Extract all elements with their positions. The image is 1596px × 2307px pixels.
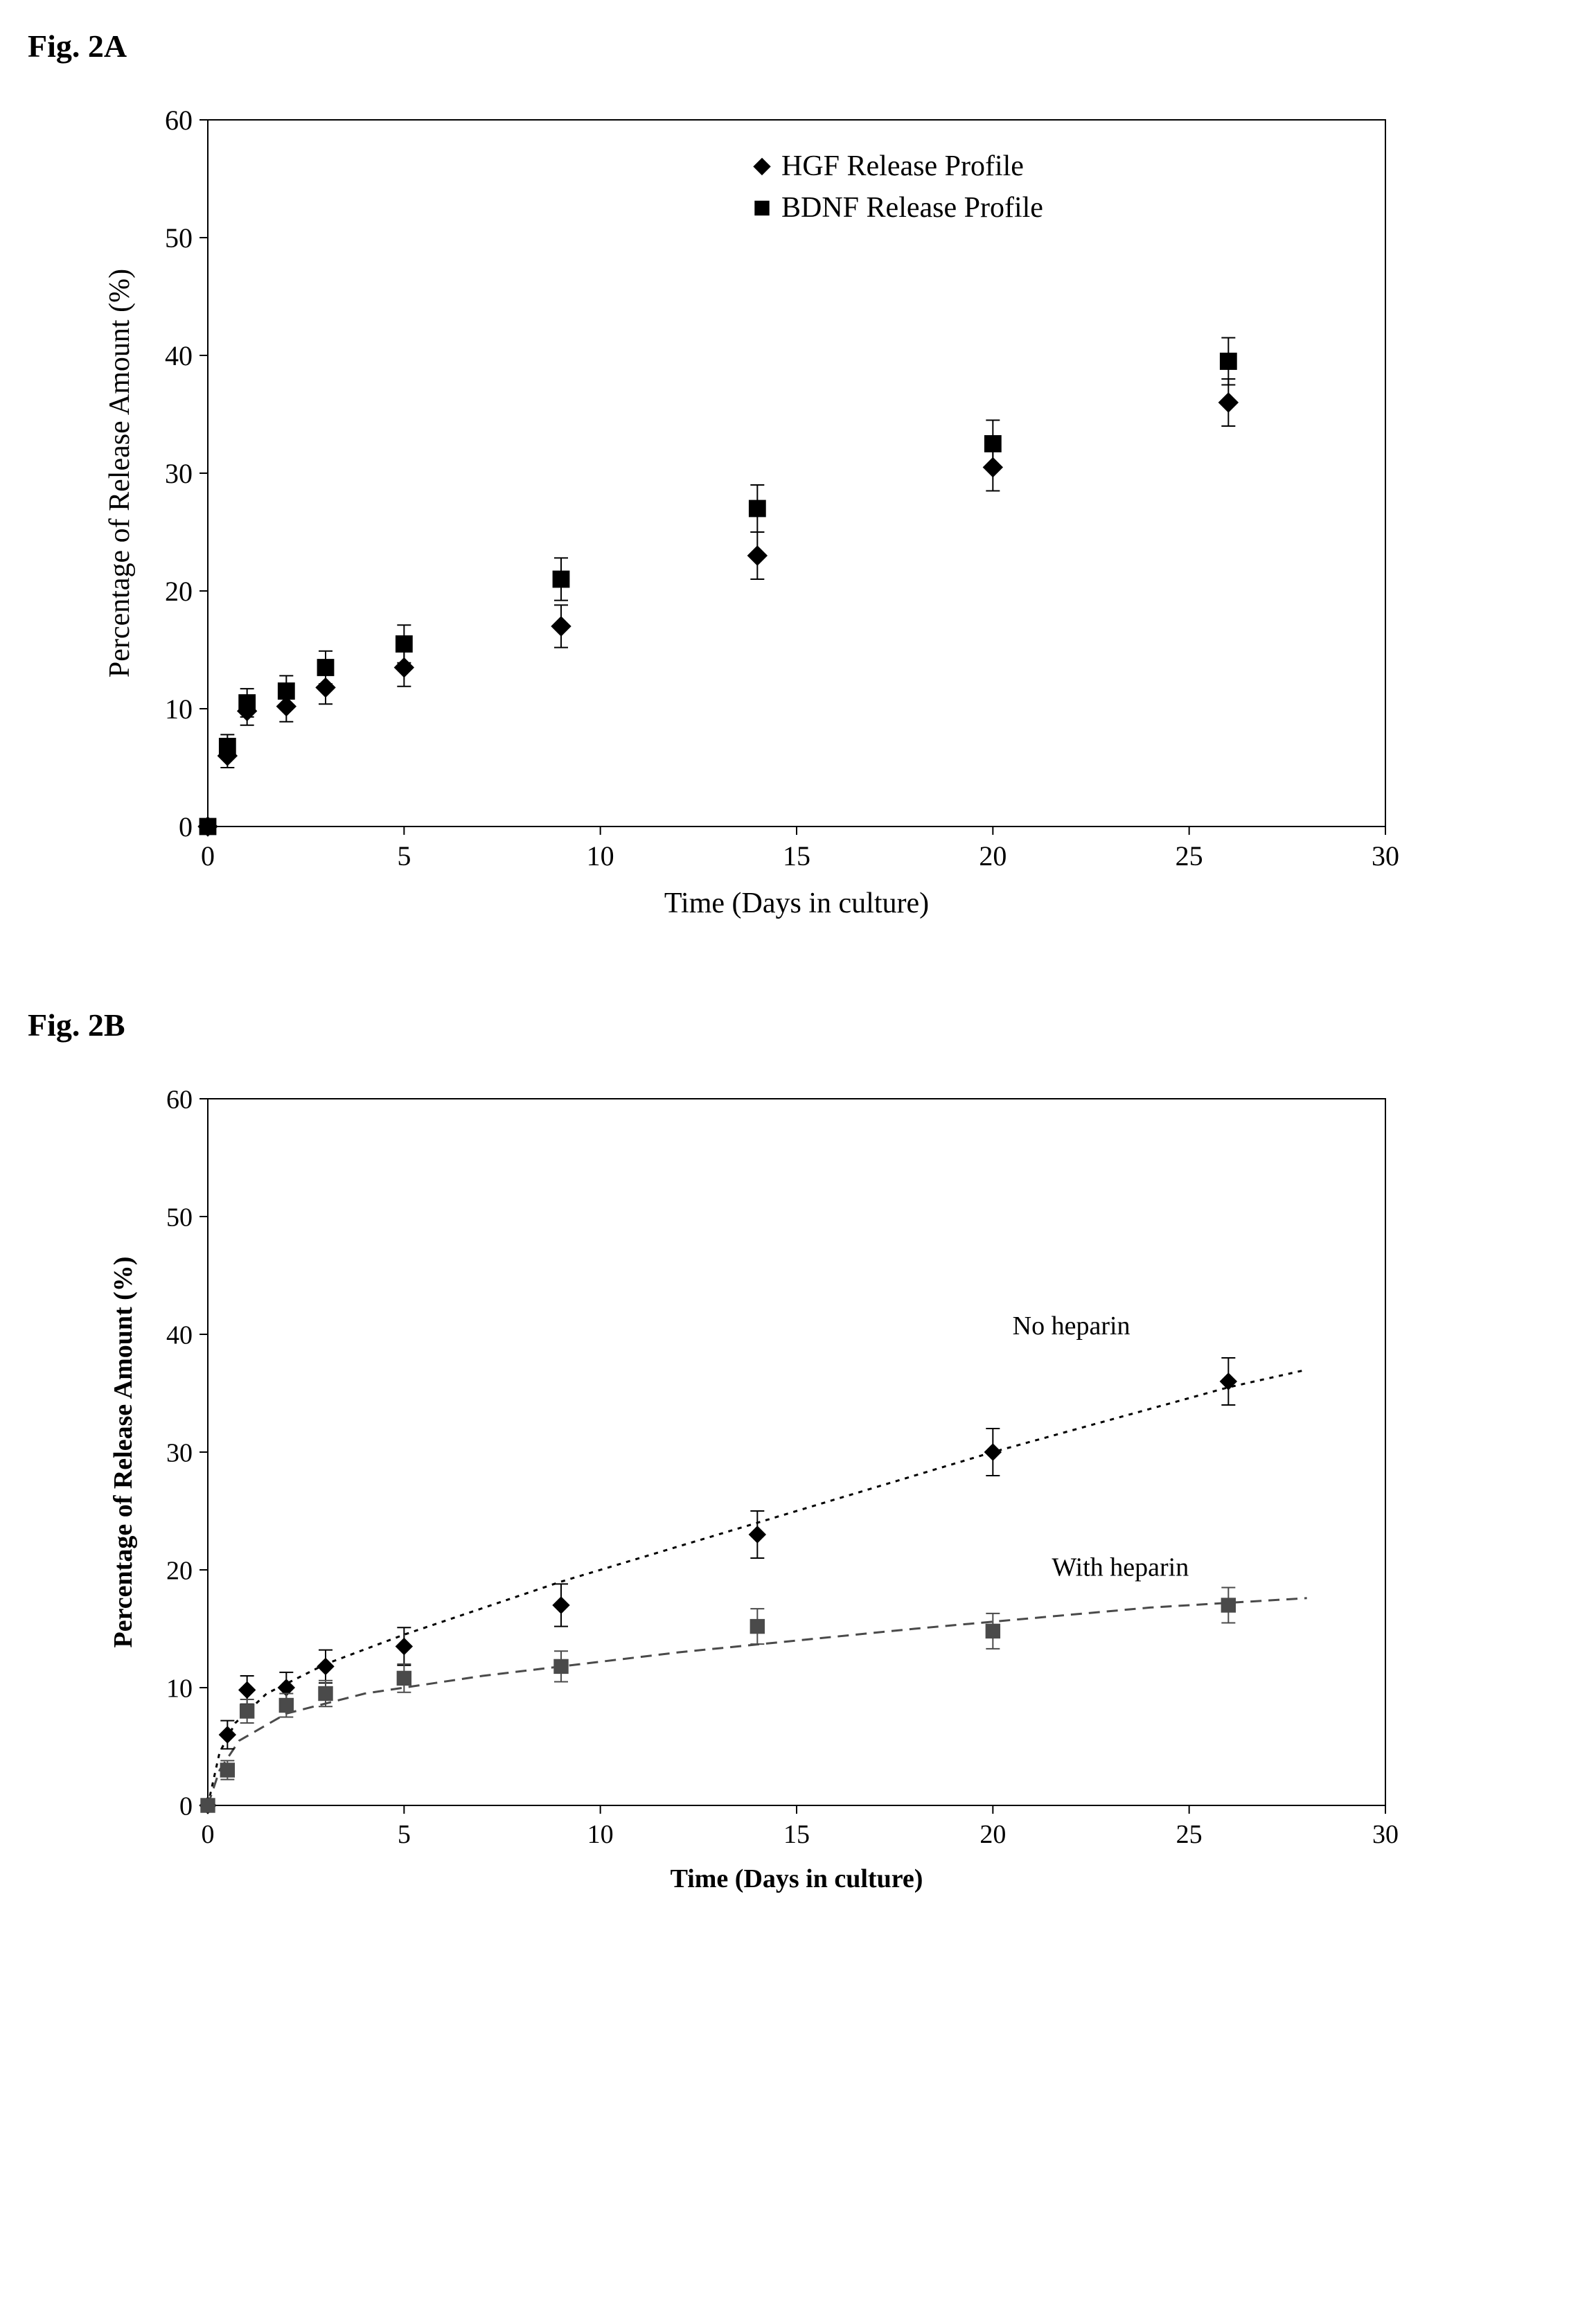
svg-text:30: 30 — [1372, 1820, 1399, 1849]
svg-text:5: 5 — [398, 1820, 411, 1849]
figure-2b-label: Fig. 2B — [28, 1007, 1568, 1043]
svg-text:Percentage of Release Amount (: Percentage of Release Amount (%) — [109, 1257, 138, 1648]
svg-text:10: 10 — [587, 1820, 614, 1849]
svg-text:HGF Release Profile: HGF Release Profile — [781, 150, 1024, 182]
svg-text:60: 60 — [165, 105, 193, 136]
svg-text:40: 40 — [166, 1320, 193, 1350]
svg-text:30: 30 — [1372, 840, 1399, 872]
svg-text:15: 15 — [783, 1820, 810, 1849]
svg-text:15: 15 — [783, 840, 810, 872]
svg-text:0: 0 — [179, 1792, 193, 1821]
svg-text:0: 0 — [201, 840, 215, 872]
svg-text:Time (Days in culture): Time (Days in culture) — [671, 1864, 923, 1893]
svg-text:Percentage of Release Amount (: Percentage of Release Amount (%) — [104, 269, 136, 678]
svg-text:BDNF Release Profile: BDNF Release Profile — [781, 192, 1043, 224]
svg-text:50: 50 — [165, 222, 193, 254]
svg-text:25: 25 — [1176, 1820, 1203, 1849]
svg-text:10: 10 — [166, 1674, 193, 1703]
svg-text:20: 20 — [979, 1820, 1006, 1849]
figure-2a-container: 0 5 10 15 20 25 30 0 10 20 30 40 50 60 Time (Days in c… — [28, 78, 1568, 951]
svg-text:30: 30 — [165, 458, 193, 489]
figure-2a-chart: 0 5 10 15 20 25 30 0 10 20 30 40 50 60 Time (Days in c… — [28, 78, 1413, 951]
svg-text:20: 20 — [165, 576, 193, 607]
svg-text:30: 30 — [166, 1438, 193, 1467]
figure-2a-label: Fig. 2A — [28, 28, 1568, 64]
svg-text:Time (Days in culture): Time (Days in culture) — [664, 887, 929, 919]
svg-text:10: 10 — [165, 693, 193, 725]
svg-text:20: 20 — [979, 840, 1007, 872]
figure-2b-container: 0 5 10 15 20 25 30 0 10 20 30 40 50 60 Time (Days in c… — [28, 1057, 1568, 1930]
svg-text:50: 50 — [166, 1203, 193, 1232]
svg-text:With heparin: With heparin — [1052, 1553, 1189, 1582]
svg-text:0: 0 — [179, 811, 193, 842]
svg-text:20: 20 — [166, 1556, 193, 1585]
svg-text:0: 0 — [202, 1820, 215, 1849]
svg-text:40: 40 — [165, 340, 193, 371]
svg-text:60: 60 — [166, 1085, 193, 1114]
svg-text:No heparin: No heparin — [1013, 1311, 1130, 1341]
figure-2b-chart: 0 5 10 15 20 25 30 0 10 20 30 40 50 60 Time (Days in c… — [28, 1057, 1413, 1930]
svg-text:10: 10 — [587, 840, 614, 872]
svg-text:25: 25 — [1176, 840, 1203, 872]
svg-text:5: 5 — [397, 840, 411, 872]
